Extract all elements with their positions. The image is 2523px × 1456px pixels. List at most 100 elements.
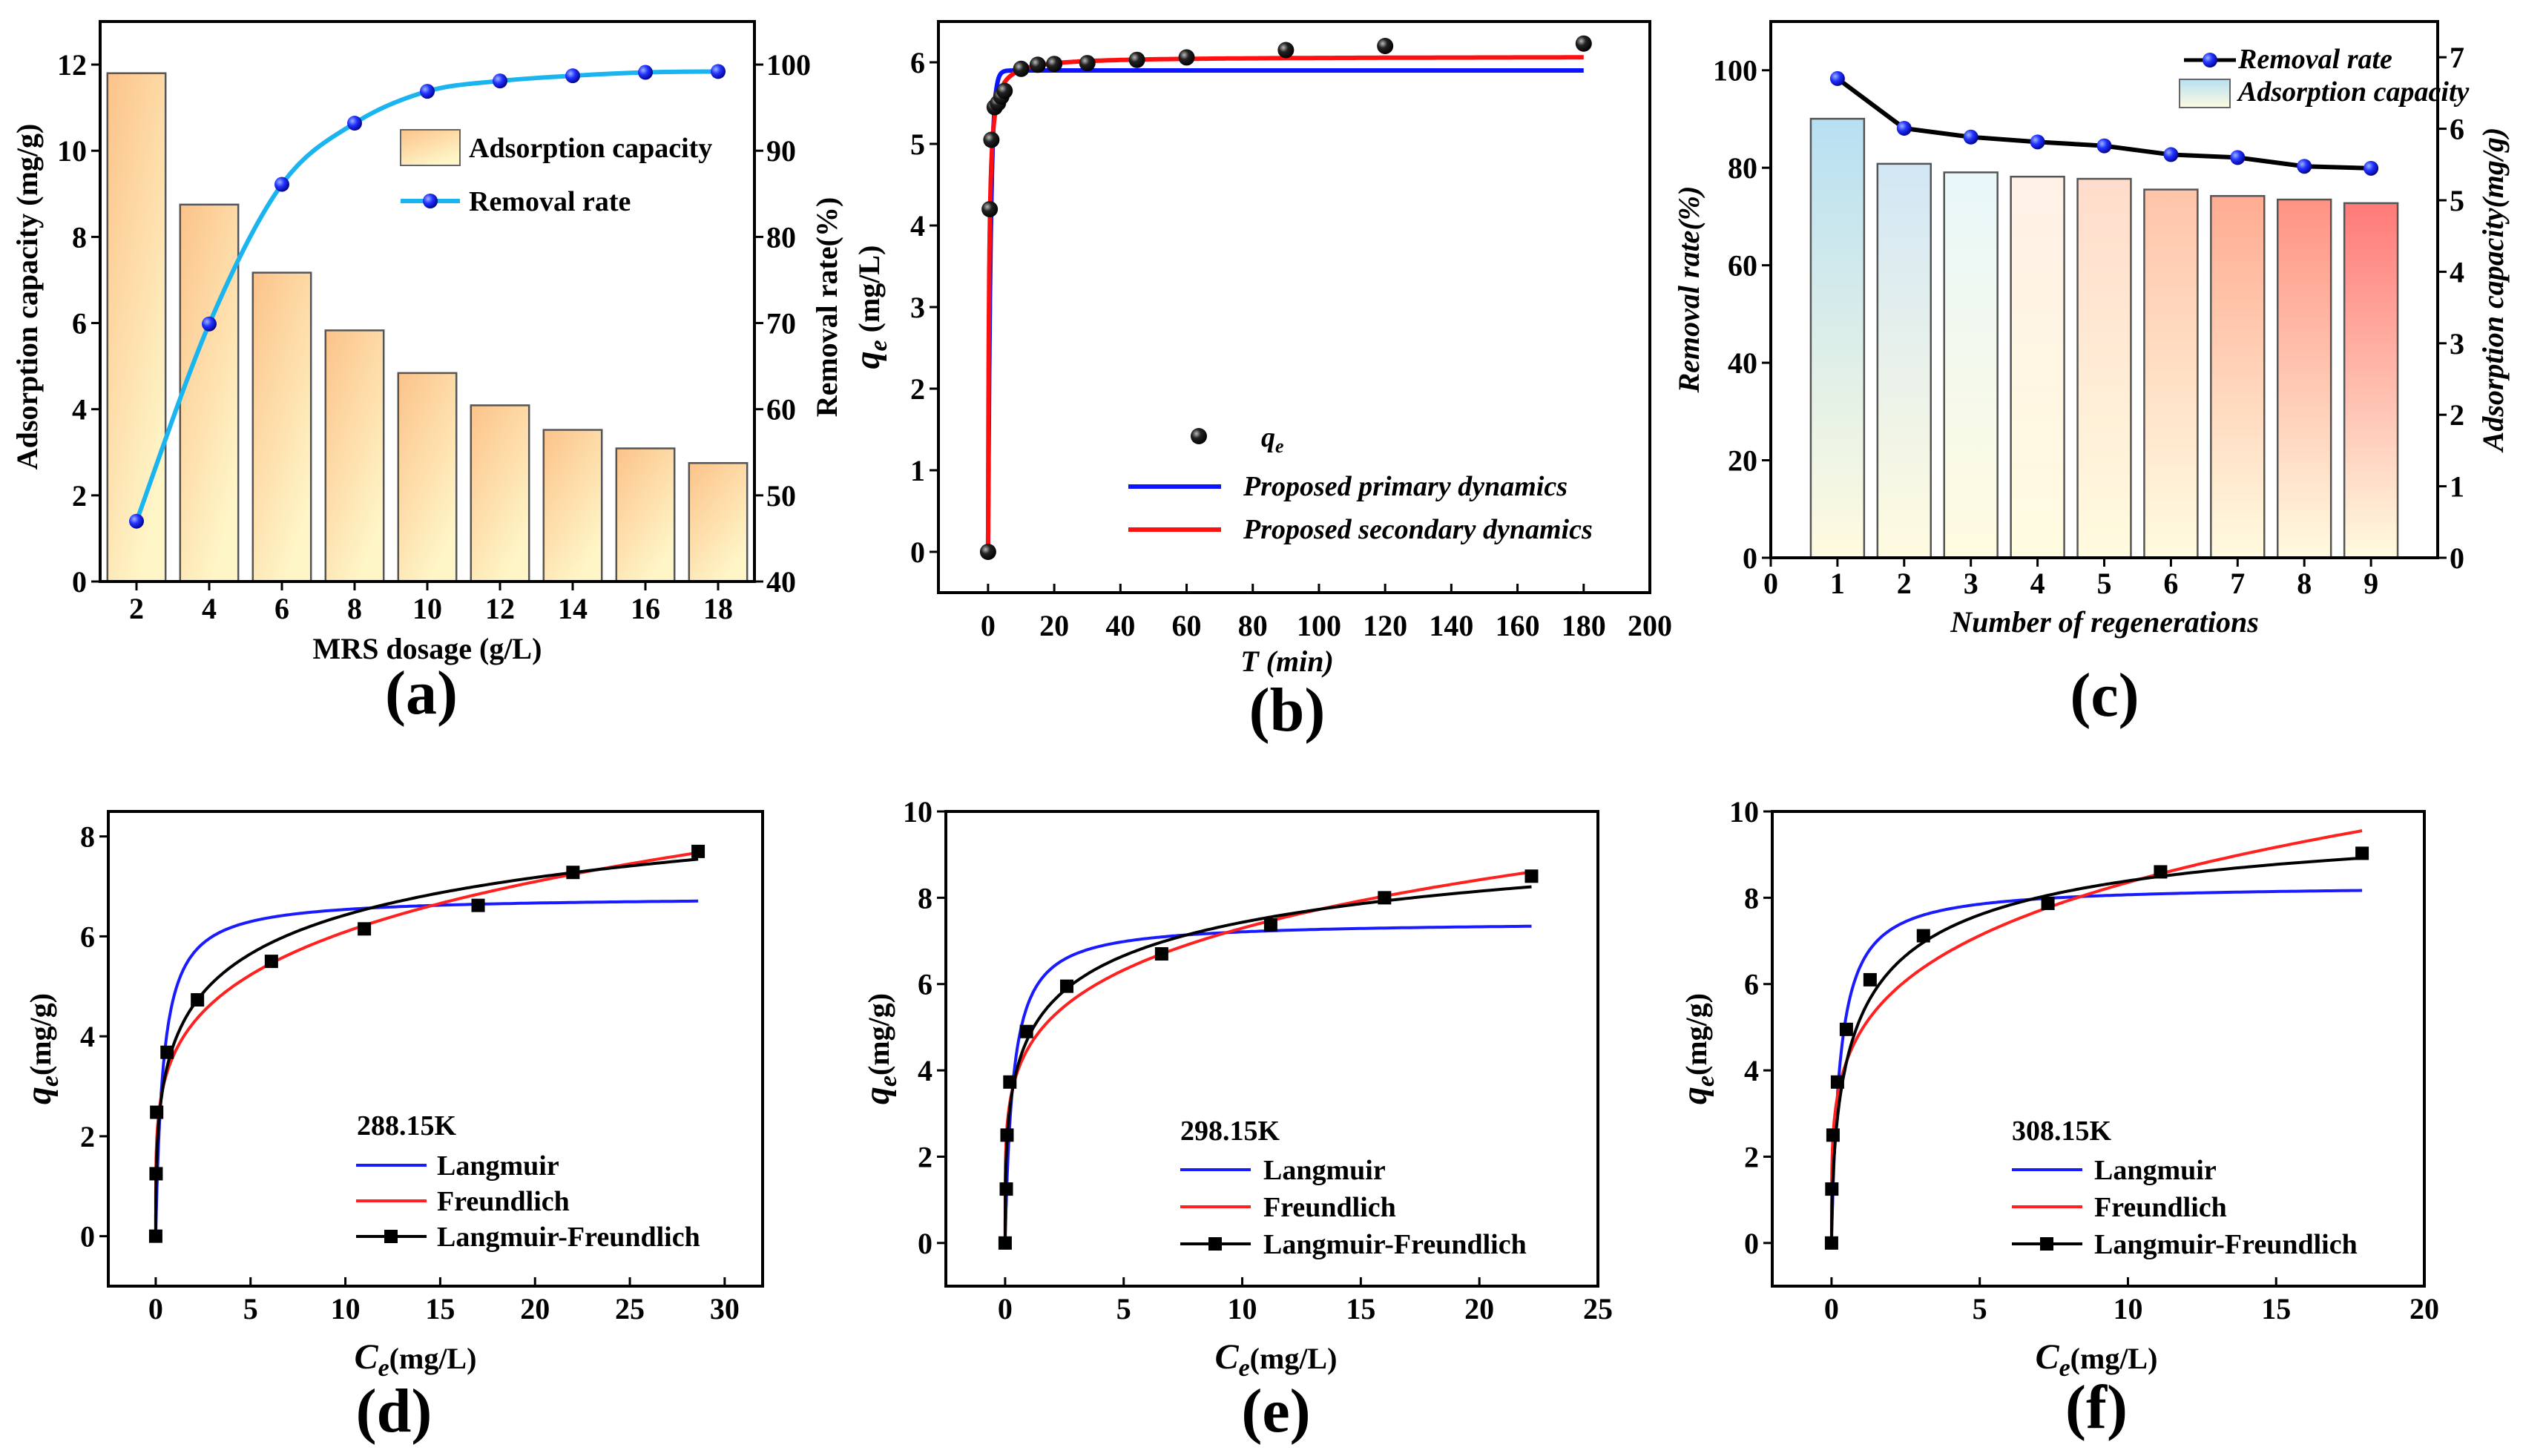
- y-right-tick-label: 40: [766, 565, 796, 599]
- y-tick-label: 10: [1729, 795, 1759, 829]
- data-point: [471, 898, 485, 912]
- legend-label: Langmuir-Freundlich: [2094, 1229, 2358, 1260]
- x-tick-label: 20: [520, 1292, 550, 1325]
- plot-area: [1824, 829, 2369, 1250]
- marker-removal-rate: [2230, 150, 2246, 165]
- subscript: e: [865, 340, 892, 351]
- marker-removal-rate: [1896, 120, 1912, 136]
- x-tick-label: 80: [1238, 609, 1268, 642]
- x-tick-label: 20: [1464, 1292, 1494, 1325]
- marker-removal-rate: [1829, 70, 1845, 86]
- legend-label: Removal rate: [2237, 44, 2392, 75]
- y-tick-label: 10: [57, 134, 87, 168]
- y-tick-label: 0: [918, 1227, 932, 1260]
- fit-curve-langmuir-freundlich: [1003, 885, 1532, 1243]
- data-point: [1000, 1128, 1014, 1142]
- x-tick-label: 30: [710, 1292, 740, 1325]
- y-tick-label: 10: [903, 795, 932, 829]
- x-tick-label: 10: [1228, 1292, 1257, 1325]
- legend-marker-square: [1208, 1237, 1222, 1251]
- data-point: [148, 1229, 162, 1243]
- symbol: C: [355, 1337, 379, 1377]
- x-tick-label: 25: [615, 1292, 645, 1325]
- fit-curve-langmuir-freundlich: [154, 857, 699, 1236]
- x-axis-title: Number of regenerations: [1950, 605, 2259, 639]
- x-axis-title: Ce(mg/L): [2036, 1337, 2158, 1382]
- y-tick-label: 1: [910, 454, 925, 487]
- data-point: [1839, 1022, 1853, 1036]
- y-right-tick-label: 1: [2450, 470, 2464, 504]
- y-tick-label: 8: [72, 220, 87, 254]
- x-tick-label: 180: [1562, 609, 1606, 642]
- marker-removal-rate: [2030, 134, 2045, 150]
- y-tick-label: 0: [80, 1220, 95, 1254]
- marker-removal-rate: [638, 65, 653, 80]
- fit-curve-proposed-secondary-dynamics: [985, 55, 1584, 552]
- x-tick-label: 7: [2230, 567, 2245, 600]
- legend-label: Adsorption capacity: [469, 133, 712, 164]
- x-tick-label: 15: [2261, 1292, 2291, 1325]
- y-right-tick-label: 2: [2450, 398, 2464, 432]
- fit-curve-langmuir-freundlich: [1829, 856, 2363, 1243]
- bar-adsorption-capacity: [2210, 194, 2266, 559]
- y-tick-label: 5: [910, 128, 925, 161]
- x-tick-label: 10: [331, 1292, 361, 1325]
- data-point: [1830, 1075, 1844, 1089]
- symbol: q: [858, 1087, 897, 1104]
- plot-frame: [1771, 810, 2426, 1288]
- x-axis-title: MRS dosage (g/L): [313, 632, 542, 665]
- y-right-tick-label: 0: [2450, 541, 2464, 575]
- x-tick-label: 20: [1039, 609, 1069, 642]
- y-tick-label: 2: [80, 1120, 95, 1153]
- data-point-qe: [1377, 38, 1394, 54]
- y-tick-label: 6: [80, 920, 95, 953]
- legend-label: Langmuir: [1263, 1155, 1386, 1186]
- y-tick-label: 12: [57, 48, 87, 82]
- panel-label: (a): [385, 659, 458, 728]
- x-axis-title: Ce(mg/L): [355, 1337, 477, 1382]
- symbol: q: [1261, 422, 1275, 453]
- bar-adsorption-capacity: [251, 271, 312, 583]
- legend-marker-removal-rate: [423, 194, 438, 208]
- y-tick-label: 6: [1744, 968, 1759, 1001]
- marker-removal-rate: [420, 84, 435, 99]
- bar-adsorption-capacity: [1943, 171, 1999, 559]
- x-tick-label: 2: [1897, 567, 1912, 600]
- marker-removal-rate: [129, 513, 144, 529]
- data-point-qe: [1079, 55, 1096, 72]
- data-point-qe: [1046, 56, 1063, 73]
- data-point: [1003, 1075, 1017, 1089]
- x-tick-label: 0: [1763, 567, 1778, 600]
- unit: (mg/g): [1680, 993, 1713, 1075]
- legend: 308.15K Langmuir Freundlich Langmuir-Freund…: [2012, 1116, 2358, 1260]
- y-tick-label: 6: [72, 307, 87, 340]
- panel-label: (f): [2065, 1373, 2128, 1442]
- x-axis-title: Ce(mg/L): [1215, 1337, 1338, 1382]
- y-tick-label: 4: [80, 1020, 95, 1053]
- y-right-tick-label: 7: [2450, 41, 2464, 74]
- y-tick-label: 40: [1728, 346, 1757, 380]
- plot-area: [106, 64, 749, 583]
- subscript: e: [1239, 1354, 1250, 1382]
- y-axis-title: qe(mg/g): [19, 993, 64, 1104]
- unit: (mg/L): [852, 246, 886, 340]
- data-point: [1524, 869, 1539, 883]
- temperature-label: 298.15K: [1180, 1116, 1280, 1147]
- data-point-qe: [1128, 51, 1145, 68]
- legend-marker-qe: [1191, 428, 1207, 444]
- y-tick-label: 100: [1713, 54, 1757, 88]
- y-tick-label: 8: [1744, 881, 1759, 915]
- y-tick-label: 0: [910, 536, 925, 569]
- x-tick-label: 15: [1346, 1292, 1375, 1325]
- x-tick-label: 0: [1824, 1292, 1839, 1325]
- symbol: q: [1675, 1087, 1714, 1104]
- y-tick-label: 4: [910, 209, 925, 243]
- y-tick-label: 0: [72, 565, 87, 599]
- y-tick-label: 60: [1728, 249, 1757, 283]
- legend-label: Proposed primary dynamics: [1243, 471, 1568, 502]
- y-axis-title-secondary: Removal rate(%): [810, 197, 843, 418]
- symbol: q: [848, 351, 887, 369]
- y-axis-title: qe(mg/g): [858, 993, 902, 1104]
- x-tick-label: 60: [1172, 609, 1202, 642]
- y-right-tick-label: 80: [766, 220, 796, 254]
